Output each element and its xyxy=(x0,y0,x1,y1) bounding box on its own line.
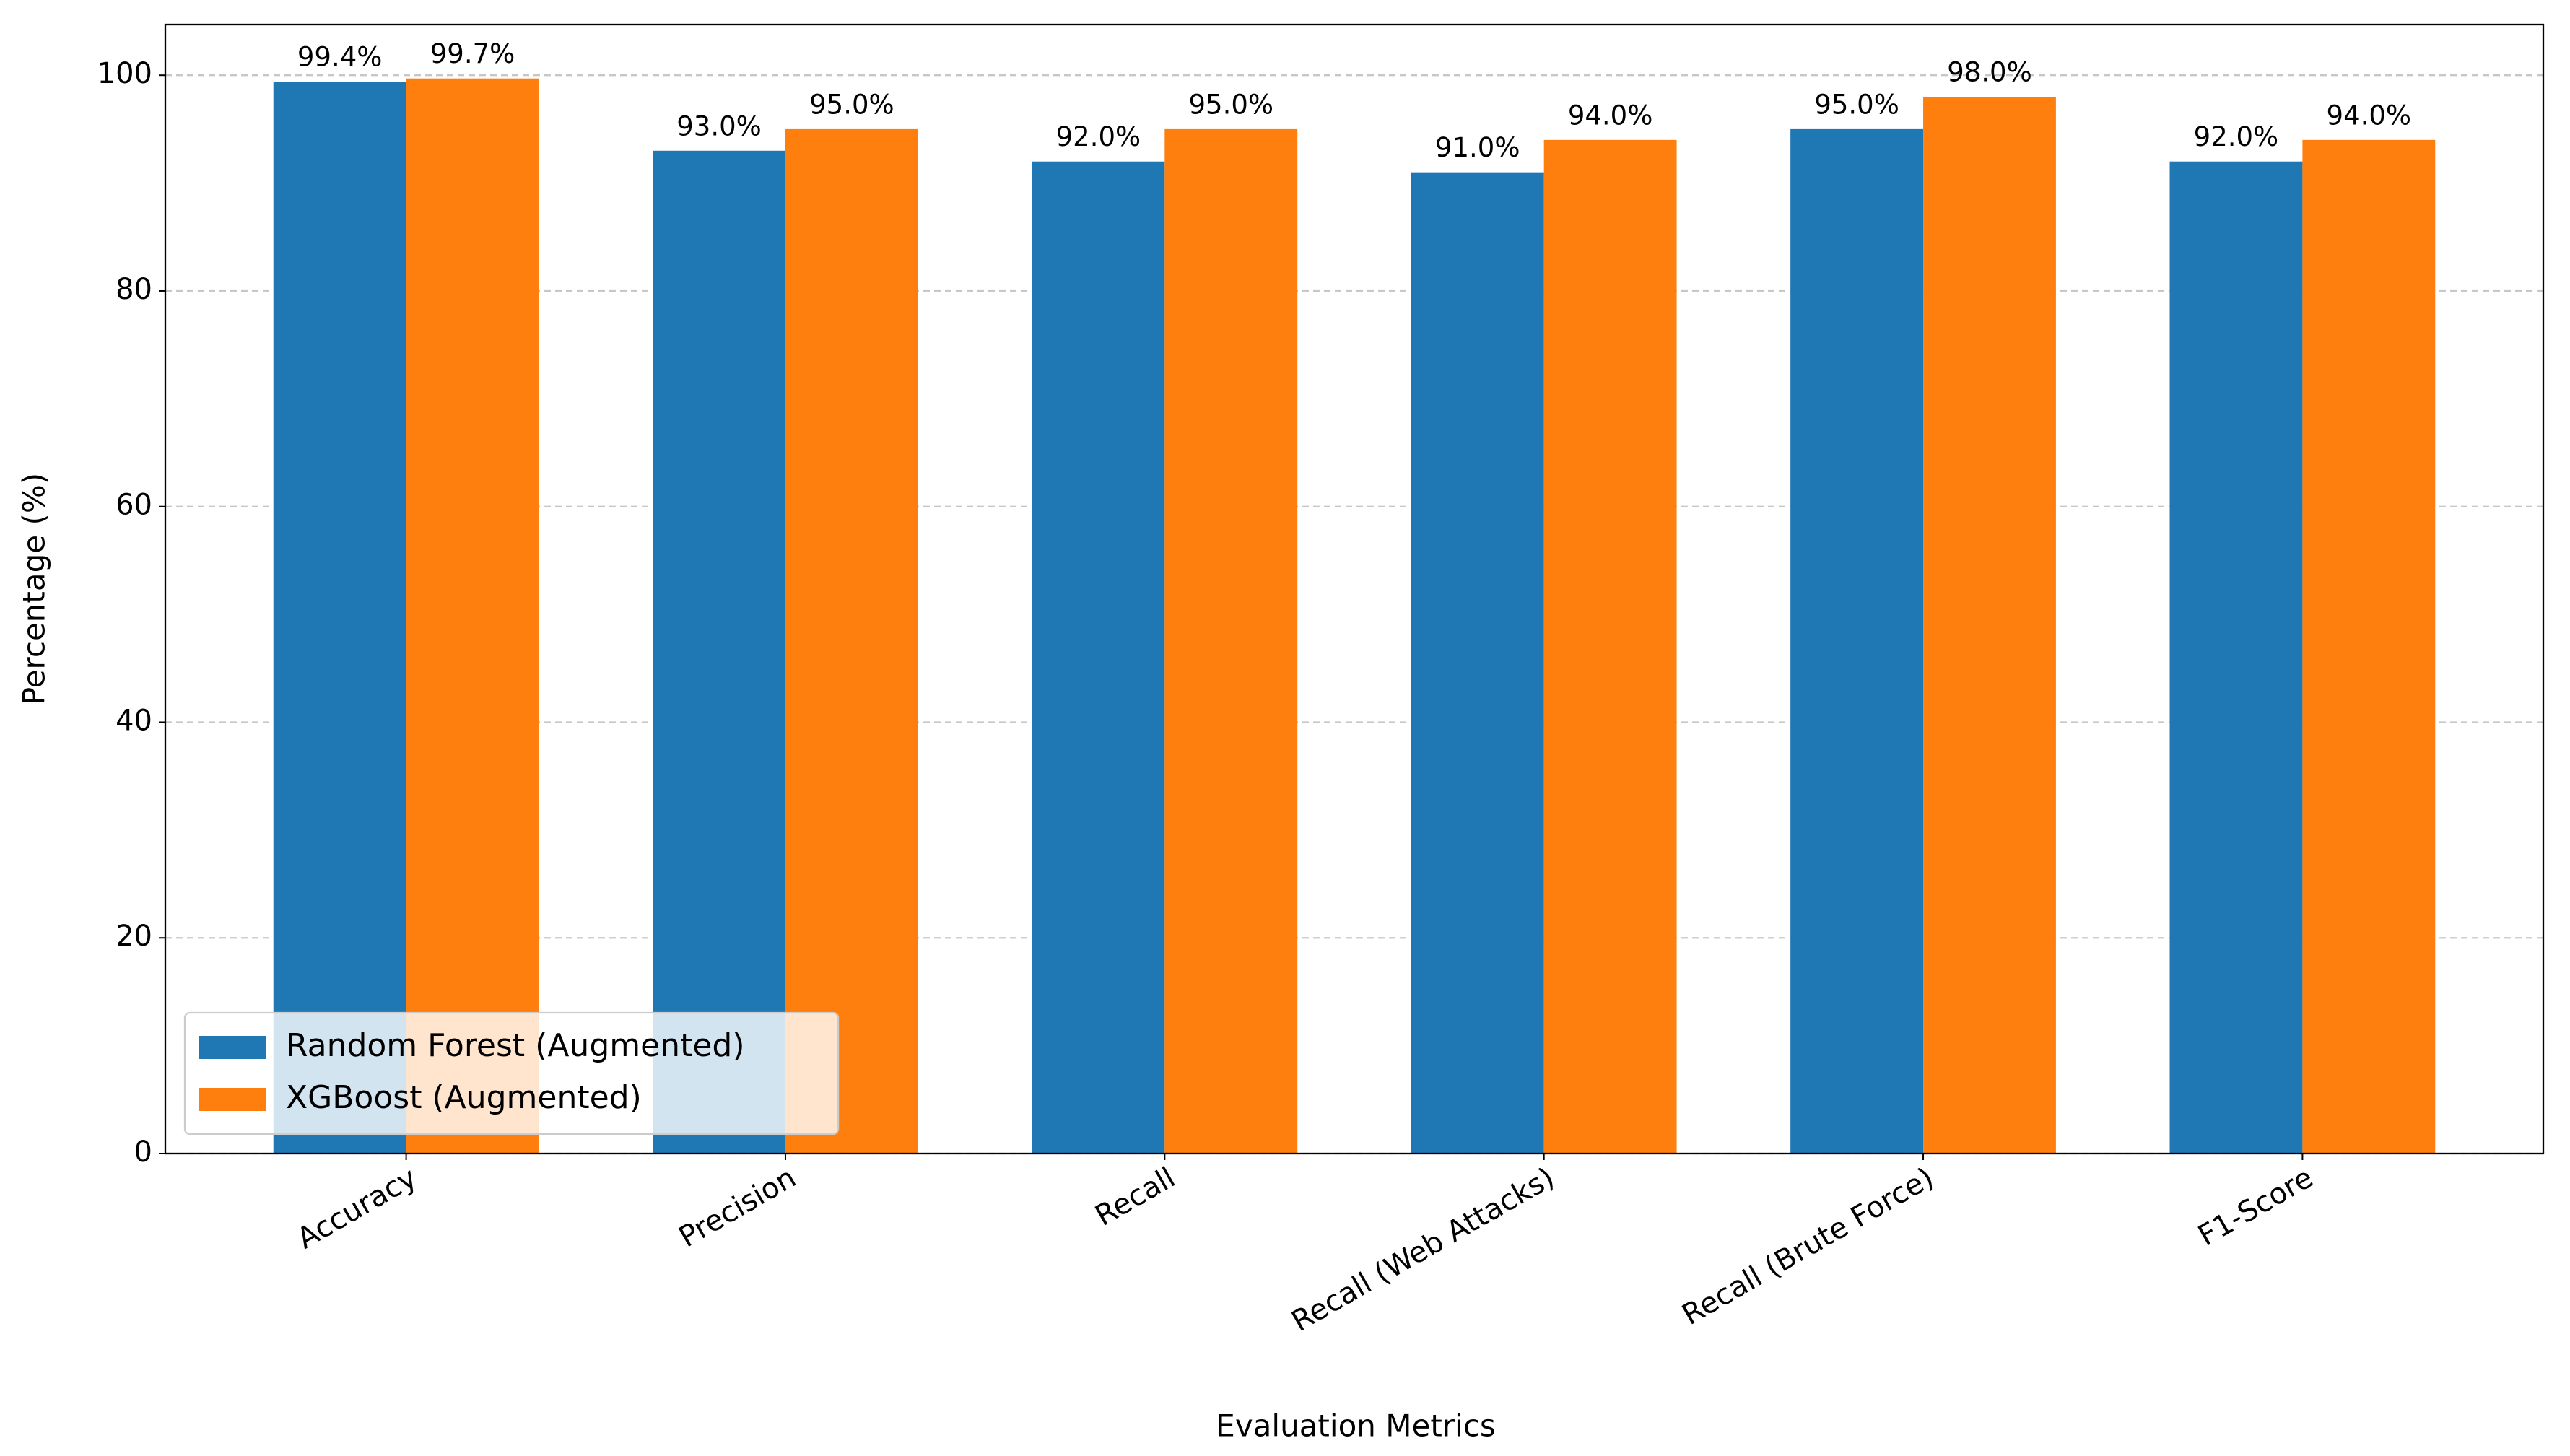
x-tick-label: Precision xyxy=(674,1161,802,1254)
bar xyxy=(1543,139,1677,1154)
x-tick-label: Recall (Web Attacks) xyxy=(1286,1161,1561,1338)
value-label: 94.0% xyxy=(1568,100,1653,131)
bar xyxy=(2169,161,2303,1154)
value-label: 93.0% xyxy=(676,110,762,141)
bar xyxy=(1790,128,1924,1154)
value-label: 99.4% xyxy=(297,42,383,73)
y-tick-label: 60 xyxy=(116,489,152,522)
y-tick-label: 0 xyxy=(134,1135,152,1169)
legend-label: XGBoost (Augmented) xyxy=(286,1079,642,1116)
bar xyxy=(1411,172,1544,1154)
bar xyxy=(1923,97,2056,1154)
y-tick-label: 40 xyxy=(116,704,152,737)
x-tick-label: Recall xyxy=(1089,1161,1180,1233)
value-label: 92.0% xyxy=(2194,121,2279,152)
value-label: 95.0% xyxy=(1188,89,1273,120)
value-label: 91.0% xyxy=(1435,132,1520,163)
bar xyxy=(273,82,406,1154)
x-axis-label: Evaluation Metrics xyxy=(1216,1408,1495,1444)
y-tick-label: 20 xyxy=(116,920,152,953)
bar xyxy=(653,150,785,1154)
bar xyxy=(1032,161,1165,1154)
legend-label: Random Forest (Augmented) xyxy=(286,1027,745,1064)
value-label: 95.0% xyxy=(1814,89,1899,120)
legend-swatch xyxy=(199,1088,266,1111)
value-label: 92.0% xyxy=(1056,121,1141,152)
legend-swatch xyxy=(199,1036,266,1059)
y-tick-label: 100 xyxy=(97,57,152,90)
bar xyxy=(2302,139,2436,1154)
value-label: 98.0% xyxy=(1947,57,2032,88)
value-label: 99.7% xyxy=(430,38,515,69)
x-tick-label: F1-Score xyxy=(2192,1161,2318,1252)
plot-frame xyxy=(164,23,2545,1155)
legend-box xyxy=(183,1011,840,1135)
bar xyxy=(1164,128,1298,1154)
y-tick-label: 80 xyxy=(116,273,152,306)
x-tick-label: Accuracy xyxy=(292,1161,422,1255)
x-tick-label: Recall (Brute Force) xyxy=(1677,1161,1940,1332)
bar xyxy=(406,78,539,1154)
value-label: 94.0% xyxy=(2327,100,2412,131)
value-label: 95.0% xyxy=(809,89,894,120)
y-axis-label: Percentage (%) xyxy=(17,473,52,705)
bar xyxy=(785,128,918,1154)
